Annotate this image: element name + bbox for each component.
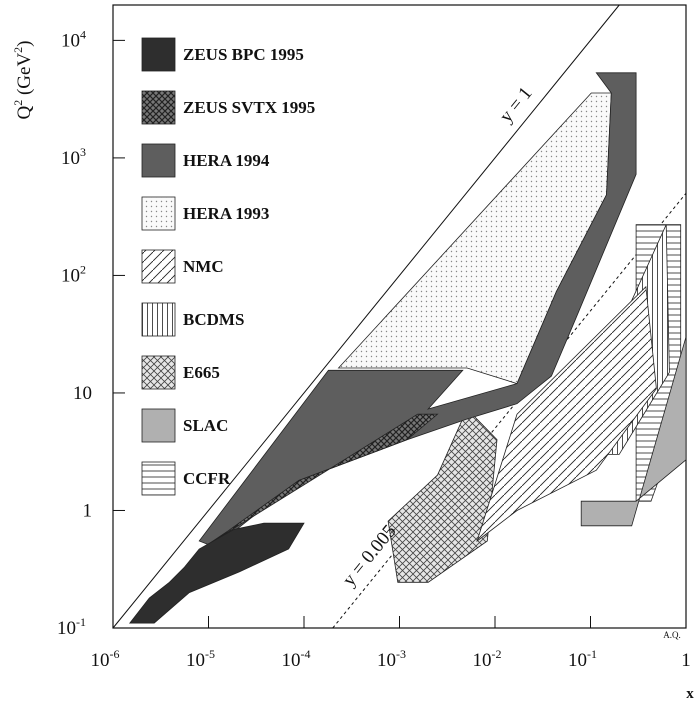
- legend-label: ZEUS SVTX 1995: [183, 98, 315, 117]
- legend-label: ZEUS BPC 1995: [183, 45, 304, 64]
- y-axis-label: Q2 (GeV2): [11, 40, 35, 119]
- legend-swatch: [141, 302, 176, 337]
- x-tick-label: 10-3: [377, 647, 406, 671]
- legend-label: HERA 1994: [183, 151, 270, 170]
- legend-label: SLAC: [183, 416, 228, 435]
- y-tick-label: 102: [61, 262, 86, 286]
- line-label: y = 1: [496, 83, 537, 127]
- y-tick-label: 103: [61, 145, 86, 169]
- annotation: A.Q.: [663, 630, 681, 640]
- x-tick-label: 10-2: [473, 647, 502, 671]
- y-tick-label: 10: [73, 383, 92, 404]
- legend-swatch: [141, 196, 176, 231]
- region: [476, 285, 657, 543]
- legend-swatch: [141, 461, 176, 496]
- region: [580, 336, 687, 527]
- legend-swatch: [141, 355, 176, 390]
- x-tick-label: 10-1: [568, 647, 597, 671]
- y-tick-label: 1: [83, 500, 93, 521]
- legend-label: BCDMS: [183, 310, 244, 329]
- y-tick-label: 104: [61, 27, 86, 51]
- x-axis-label: x: [686, 686, 694, 702]
- kinematic-limit: [112, 4, 620, 629]
- legend-label: NMC: [183, 257, 224, 276]
- legend-swatch: [141, 143, 176, 178]
- x-tick-label: 10-5: [186, 647, 215, 671]
- x-tick-label: 10-6: [91, 647, 120, 671]
- legend-label: CCFR: [183, 469, 231, 488]
- legend-label: HERA 1993: [183, 204, 269, 223]
- region: [128, 522, 305, 624]
- region: [337, 92, 612, 385]
- legend-swatch: [141, 408, 176, 443]
- line-label: y = 0.005: [339, 521, 401, 590]
- legend-swatch: [141, 90, 176, 125]
- region: [203, 413, 439, 548]
- legend-label: E665: [183, 363, 220, 382]
- x-tick-label: 1: [681, 650, 691, 671]
- region: [387, 408, 498, 583]
- legend-swatch: [141, 249, 176, 284]
- x-tick-label: 10-4: [282, 647, 311, 671]
- y-tick-label: 10-1: [57, 615, 86, 639]
- legend-swatch: [141, 37, 176, 72]
